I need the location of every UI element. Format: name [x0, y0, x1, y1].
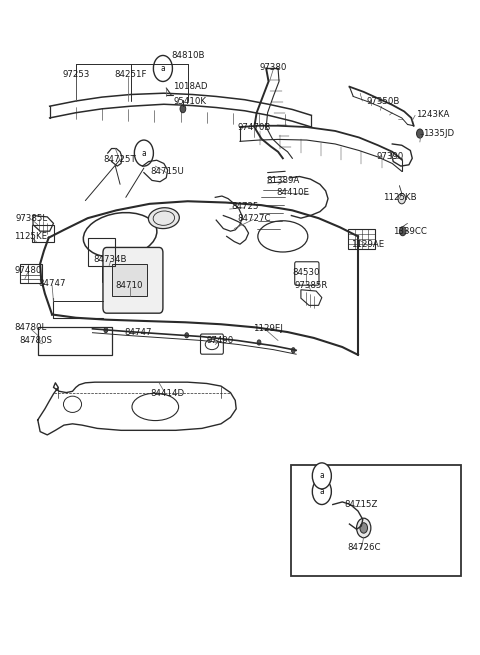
Text: 97380: 97380	[260, 63, 287, 71]
Text: 84530: 84530	[292, 269, 319, 277]
Circle shape	[185, 333, 189, 338]
Text: 97253: 97253	[62, 71, 90, 79]
Circle shape	[399, 227, 406, 236]
Circle shape	[360, 523, 368, 533]
Text: 84251F: 84251F	[114, 71, 147, 79]
Text: a: a	[320, 487, 324, 496]
Text: 84725T: 84725T	[104, 155, 136, 164]
Text: 97385R: 97385R	[295, 281, 328, 290]
Text: 84747: 84747	[124, 328, 152, 337]
Text: 81389A: 81389A	[266, 176, 300, 185]
Bar	[112, 264, 147, 296]
Text: 84780L: 84780L	[14, 323, 47, 332]
Circle shape	[291, 348, 295, 353]
Circle shape	[417, 129, 423, 138]
Ellipse shape	[148, 208, 180, 229]
Text: 84727C: 84727C	[238, 214, 271, 223]
Text: 84725: 84725	[231, 202, 259, 211]
Circle shape	[312, 479, 331, 504]
Text: a: a	[320, 472, 324, 480]
Text: 1243KA: 1243KA	[416, 109, 449, 119]
Text: a: a	[160, 64, 165, 73]
Text: 84414D: 84414D	[151, 389, 185, 398]
Text: 84726C: 84726C	[347, 543, 381, 552]
Text: 84410E: 84410E	[277, 187, 310, 196]
Circle shape	[257, 340, 261, 345]
Bar	[348, 229, 375, 250]
Text: 84747: 84747	[38, 279, 66, 288]
Text: 1125KB: 1125KB	[383, 193, 416, 202]
Bar	[88, 238, 115, 266]
Text: 84715Z: 84715Z	[345, 500, 378, 509]
Text: 1125KE: 1125KE	[14, 232, 47, 241]
Text: 97385L: 97385L	[15, 214, 48, 223]
Text: 97480: 97480	[14, 266, 42, 274]
Bar	[32, 225, 54, 242]
Circle shape	[312, 463, 331, 489]
Text: 97490: 97490	[206, 336, 234, 345]
Circle shape	[180, 105, 186, 113]
Circle shape	[398, 193, 406, 204]
Text: 97350B: 97350B	[366, 96, 399, 105]
Text: 95410K: 95410K	[173, 96, 206, 105]
Bar	[20, 264, 42, 283]
Text: 1018AD: 1018AD	[173, 82, 208, 91]
Circle shape	[154, 56, 172, 81]
Text: 84734B: 84734B	[94, 255, 127, 265]
Text: 97470B: 97470B	[238, 122, 271, 132]
Text: 84780S: 84780S	[20, 336, 53, 345]
Text: 1335JD: 1335JD	[423, 129, 455, 138]
Text: 97390: 97390	[376, 153, 404, 162]
Text: 1129EJ: 1129EJ	[252, 324, 283, 333]
Text: 84710: 84710	[116, 282, 144, 290]
Bar	[38, 328, 111, 355]
Text: 84715U: 84715U	[151, 167, 185, 176]
Circle shape	[357, 518, 371, 538]
Text: a: a	[142, 149, 146, 158]
Text: 1339CC: 1339CC	[394, 227, 427, 236]
Text: 1129AE: 1129AE	[351, 240, 384, 249]
Circle shape	[134, 140, 154, 166]
Circle shape	[104, 328, 108, 333]
Bar	[291, 466, 461, 576]
FancyBboxPatch shape	[103, 248, 163, 313]
Text: 84810B: 84810B	[171, 51, 204, 60]
